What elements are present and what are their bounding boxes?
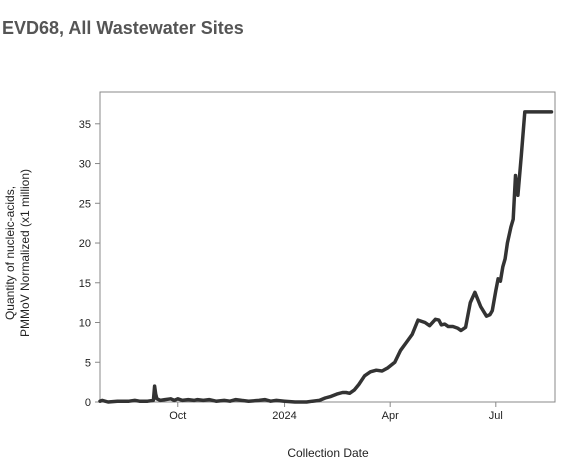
page-title: EVD68, All Wastewater Sites <box>2 18 244 38</box>
y-axis-label: Quantity of nucleic-acids, PMMoV Normali… <box>3 169 32 337</box>
y-tick-label: 35 <box>79 119 91 131</box>
y-tick-label: 5 <box>85 357 91 369</box>
x-axis: Oct 2024 Apr Jul <box>169 402 503 422</box>
x-tick-label: Oct <box>169 410 186 422</box>
y-tick-label: 15 <box>79 278 91 290</box>
y-axis-label-line2: PMMoV Normalized (x1 million) <box>18 169 32 337</box>
x-tick-label: Apr <box>382 410 399 422</box>
y-tick-label: 0 <box>85 397 91 409</box>
y-tick-label: 25 <box>79 198 91 210</box>
y-tick-label: 20 <box>79 238 91 250</box>
series-line <box>98 110 554 404</box>
y-axis-label-line1: Quantity of nucleic-acids, <box>3 186 17 320</box>
x-axis-label: Collection Date <box>287 446 369 460</box>
plot-frame <box>99 91 556 403</box>
x-tick-label: 2024 <box>272 410 296 422</box>
x-tick-label: Jul <box>489 410 503 422</box>
y-tick-label: 10 <box>79 318 91 330</box>
y-tick-label: 30 <box>79 159 91 171</box>
y-axis: 0 5 10 15 20 25 30 35 <box>79 119 100 409</box>
